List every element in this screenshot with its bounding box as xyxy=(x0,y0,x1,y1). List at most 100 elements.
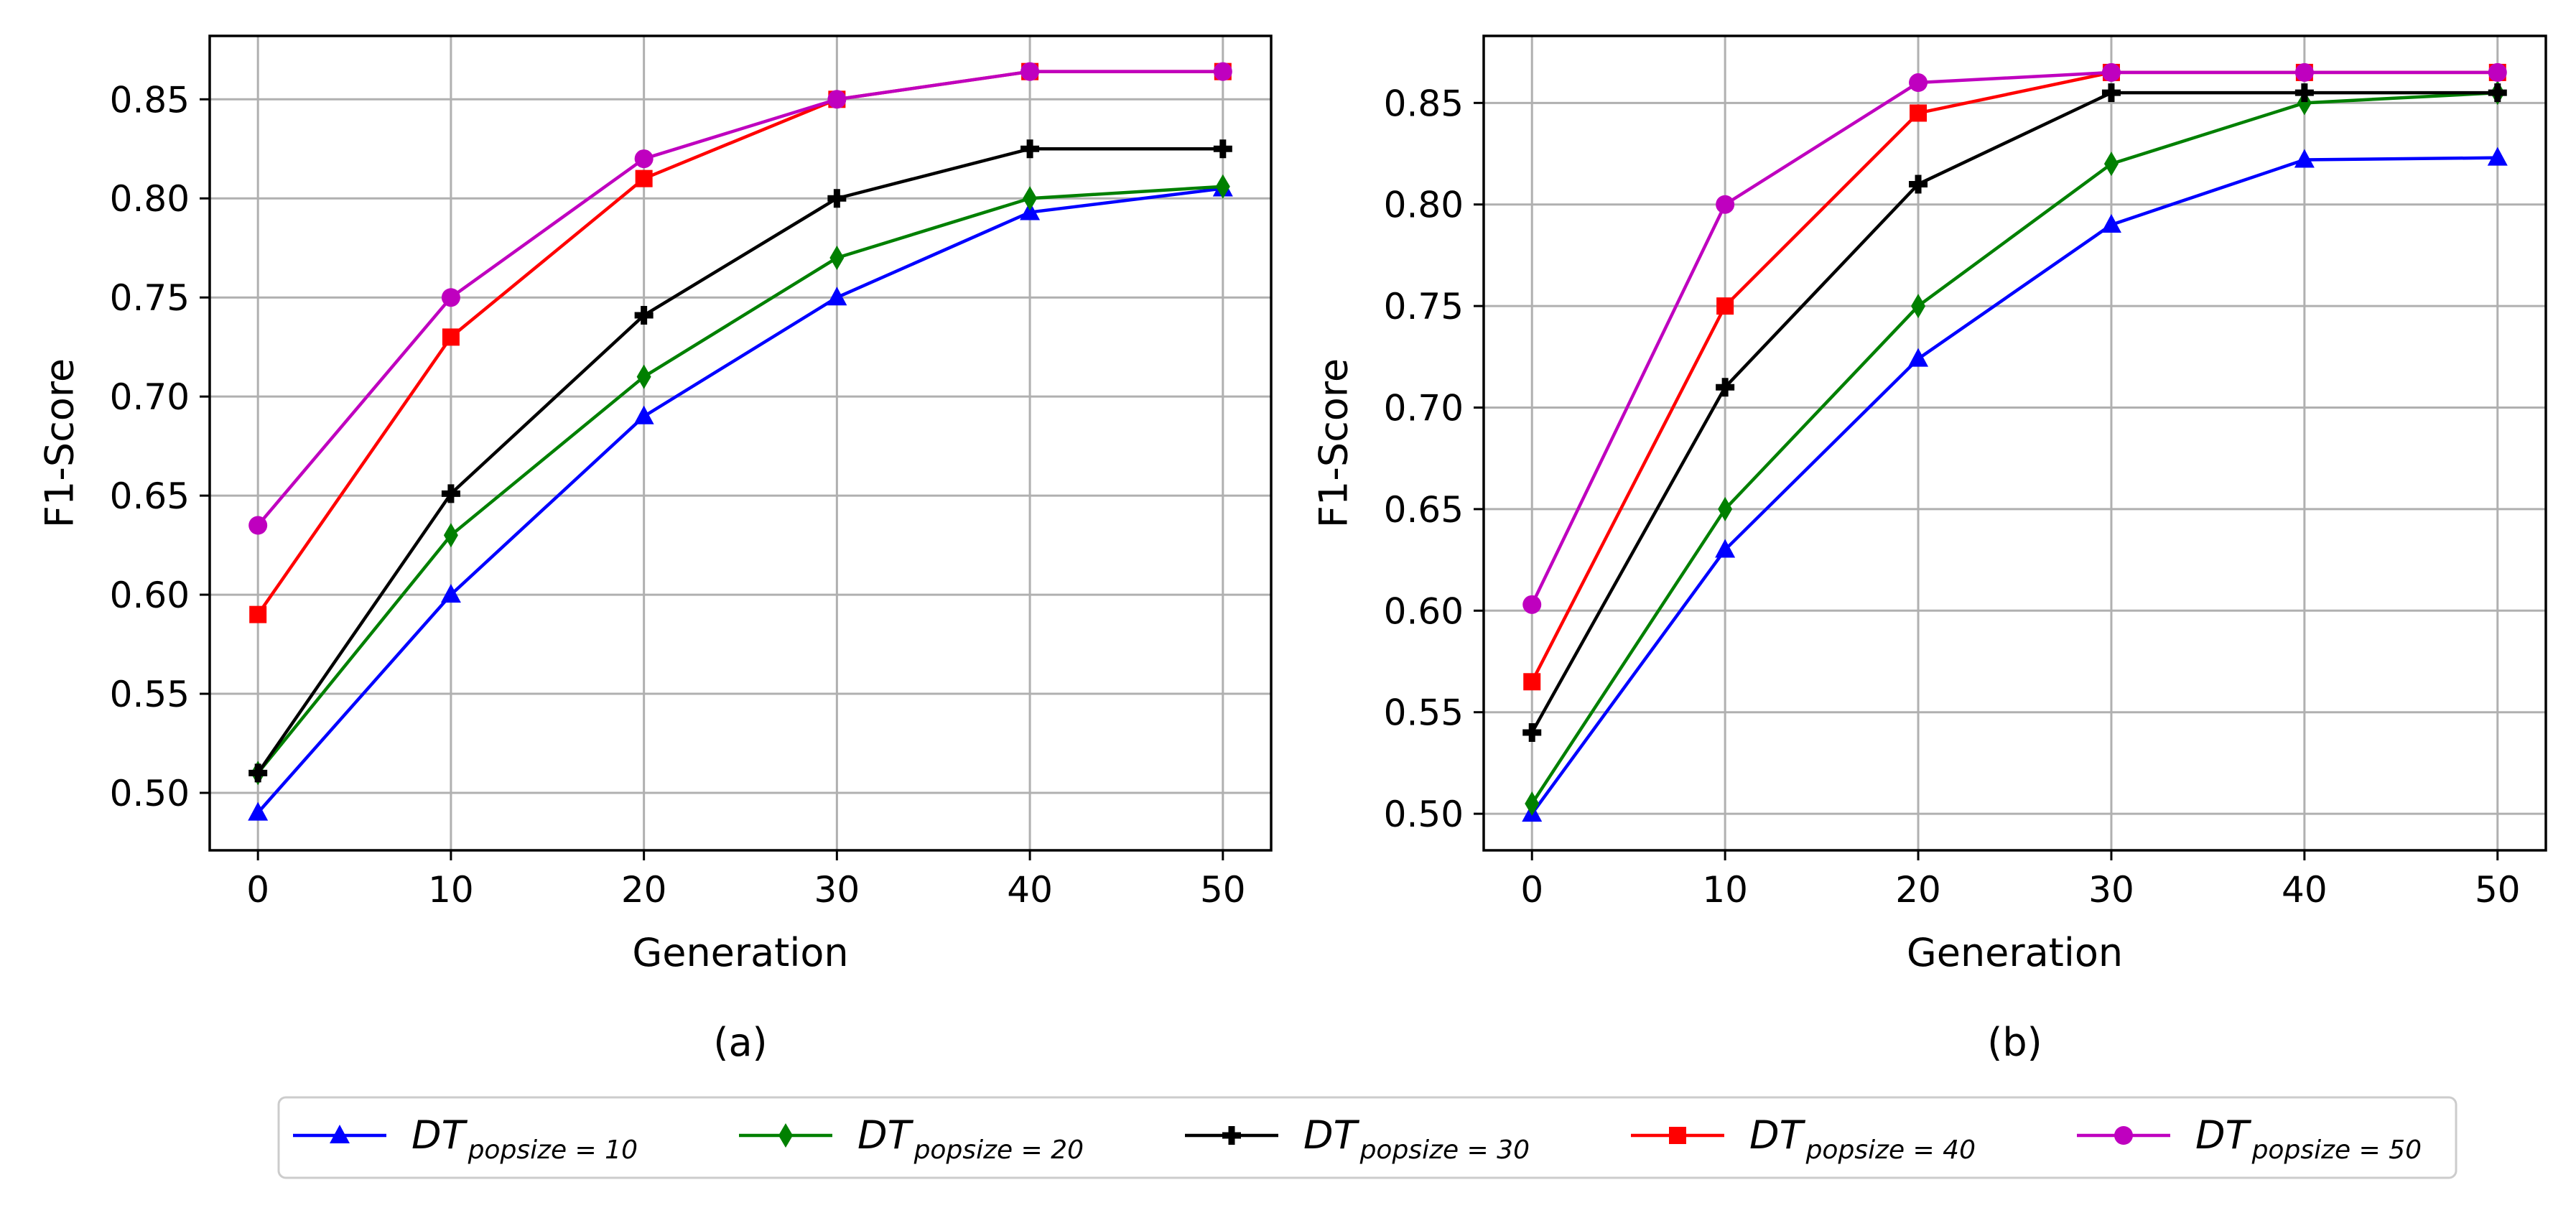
data-point-s40 xyxy=(249,605,267,623)
data-point-s40 xyxy=(442,328,460,346)
data-point-s10 xyxy=(633,405,654,424)
data-point-s10 xyxy=(827,287,847,306)
y-tick-label: 0.85 xyxy=(110,79,190,121)
series-line-s10 xyxy=(256,187,1224,814)
series-s10 xyxy=(248,177,1233,821)
data-point-s20 xyxy=(443,523,458,548)
series-line-s20 xyxy=(256,185,1223,774)
y-tick-label: 0.55 xyxy=(110,674,190,715)
data-point-s20 xyxy=(1718,496,1733,521)
y-axis-label: F1-Score xyxy=(1311,358,1357,528)
data-point-s10 xyxy=(1715,539,1736,558)
data-point-s20 xyxy=(636,364,651,389)
data-point-s40 xyxy=(1910,104,1928,122)
y-tick-label: 0.75 xyxy=(110,277,190,319)
y-tick-label: 0.65 xyxy=(1384,489,1464,531)
x-tick-label: 50 xyxy=(1200,869,1246,911)
data-point-s50 xyxy=(2101,62,2121,82)
x-tick-label: 40 xyxy=(1007,869,1053,911)
x-tick-label: 10 xyxy=(1702,869,1748,911)
data-point-s50 xyxy=(1716,195,1735,214)
data-point-s10 xyxy=(2487,147,2508,166)
x-tick-label: 0 xyxy=(1520,869,1543,911)
series-s50 xyxy=(248,62,1232,535)
data-point-s50 xyxy=(2294,62,2314,82)
data-point-s50 xyxy=(634,149,654,169)
x-tick-label: 50 xyxy=(2475,869,2521,911)
series-line-s30 xyxy=(256,147,1223,774)
legend-marker-triangle xyxy=(330,1125,350,1143)
data-point-s50 xyxy=(827,90,847,109)
legend-label-base: DT xyxy=(857,1112,914,1158)
legend-marker-square xyxy=(1669,1127,1686,1144)
y-axis-label: F1-Score xyxy=(37,358,83,528)
data-point-s30 xyxy=(1522,722,1542,742)
data-point-s50 xyxy=(1213,62,1232,81)
data-point-s40 xyxy=(1716,297,1734,315)
legend-frame xyxy=(277,1096,2458,1179)
y-tick-label: 0.70 xyxy=(1384,388,1464,429)
series-s50 xyxy=(1522,62,2507,614)
data-point-s50 xyxy=(2488,62,2507,82)
panel-caption-a: (a) xyxy=(713,1020,767,1065)
series-s10 xyxy=(1522,147,2508,822)
data-point-s50 xyxy=(1522,595,1542,614)
x-tick-label: 10 xyxy=(428,869,474,911)
series-line-s20 xyxy=(1530,90,2498,805)
y-tick-label: 0.50 xyxy=(1384,794,1464,835)
y-tick-label: 0.70 xyxy=(110,376,190,418)
data-point-s50 xyxy=(1909,73,1928,93)
y-tick-label: 0.60 xyxy=(110,575,190,616)
x-axis-label: Generation xyxy=(1907,930,2123,975)
data-point-s10 xyxy=(440,584,461,603)
data-point-s30 xyxy=(2488,83,2507,103)
data-point-s20 xyxy=(1525,791,1540,816)
data-point-s10 xyxy=(1908,348,1929,367)
legend-label-base: DT xyxy=(1303,1112,1360,1158)
x-tick-label: 0 xyxy=(246,869,269,911)
data-point-s40 xyxy=(1523,673,1541,691)
legend-label-subscript: popsize = 20 xyxy=(913,1135,1084,1165)
chart-panel-a: 0 10 20 30 40 50 0.50 0.55 0.60 0.65 0.70 0.75 0.80 0… xyxy=(37,34,1273,1065)
series-s30 xyxy=(248,139,1232,783)
data-point-s30 xyxy=(827,189,847,208)
legend-label: DT popsize = 30 xyxy=(1303,1112,1530,1165)
legend-label-subscript: popsize = 50 xyxy=(2251,1135,2422,1165)
y-tick-label: 0.55 xyxy=(1384,692,1464,734)
x-axis-label: Generation xyxy=(632,930,848,975)
data-point-s10 xyxy=(248,801,269,821)
y-tick-label: 0.50 xyxy=(110,773,190,814)
data-point-s10 xyxy=(2294,149,2315,168)
y-tick-label: 0.75 xyxy=(1384,286,1464,327)
data-point-s30 xyxy=(1716,378,1735,397)
data-point-s30 xyxy=(1020,139,1040,159)
x-tick-label: 40 xyxy=(2282,869,2328,911)
legend-label-subscript: popsize = 40 xyxy=(1805,1135,1976,1165)
y-tick-label: 0.65 xyxy=(110,475,190,517)
data-point-s30 xyxy=(1213,139,1232,159)
grid-lines xyxy=(1484,36,2546,850)
series-line-s30 xyxy=(1530,90,2498,734)
series-line-s10 xyxy=(1530,156,2498,815)
legend-label: DT popsize = 50 xyxy=(2195,1112,2422,1165)
legend-marker-diamond xyxy=(778,1123,793,1148)
data-point-s20 xyxy=(829,246,845,271)
chart-panel-b: 0 10 20 30 40 50 0.50 0.55 0.60 0.65 0.70 0.75 0.80 0… xyxy=(1311,34,2547,1065)
legend-marker-circle xyxy=(2114,1126,2133,1145)
legend-entry-s40: DT popsize = 40 xyxy=(1631,1112,1976,1165)
data-point-s50 xyxy=(248,516,268,535)
plot-frame xyxy=(1482,34,2547,852)
series-line-s50 xyxy=(1530,70,2498,605)
legend-entry-s30: DT popsize = 30 xyxy=(1185,1112,1530,1165)
y-tick-label: 0.80 xyxy=(110,178,190,220)
data-point-s30 xyxy=(2294,83,2314,103)
legend-entry-s20: DT popsize = 20 xyxy=(739,1112,1084,1165)
y-tick-label: 0.80 xyxy=(1384,185,1464,226)
plot-frame xyxy=(208,34,1273,852)
data-point-s10 xyxy=(2101,213,2121,233)
legend-label-subscript: popsize = 10 xyxy=(468,1135,638,1165)
x-tick-label: 20 xyxy=(621,869,667,911)
y-tick-label: 0.60 xyxy=(1384,590,1464,632)
legend-label: DT popsize = 40 xyxy=(1749,1112,1976,1165)
